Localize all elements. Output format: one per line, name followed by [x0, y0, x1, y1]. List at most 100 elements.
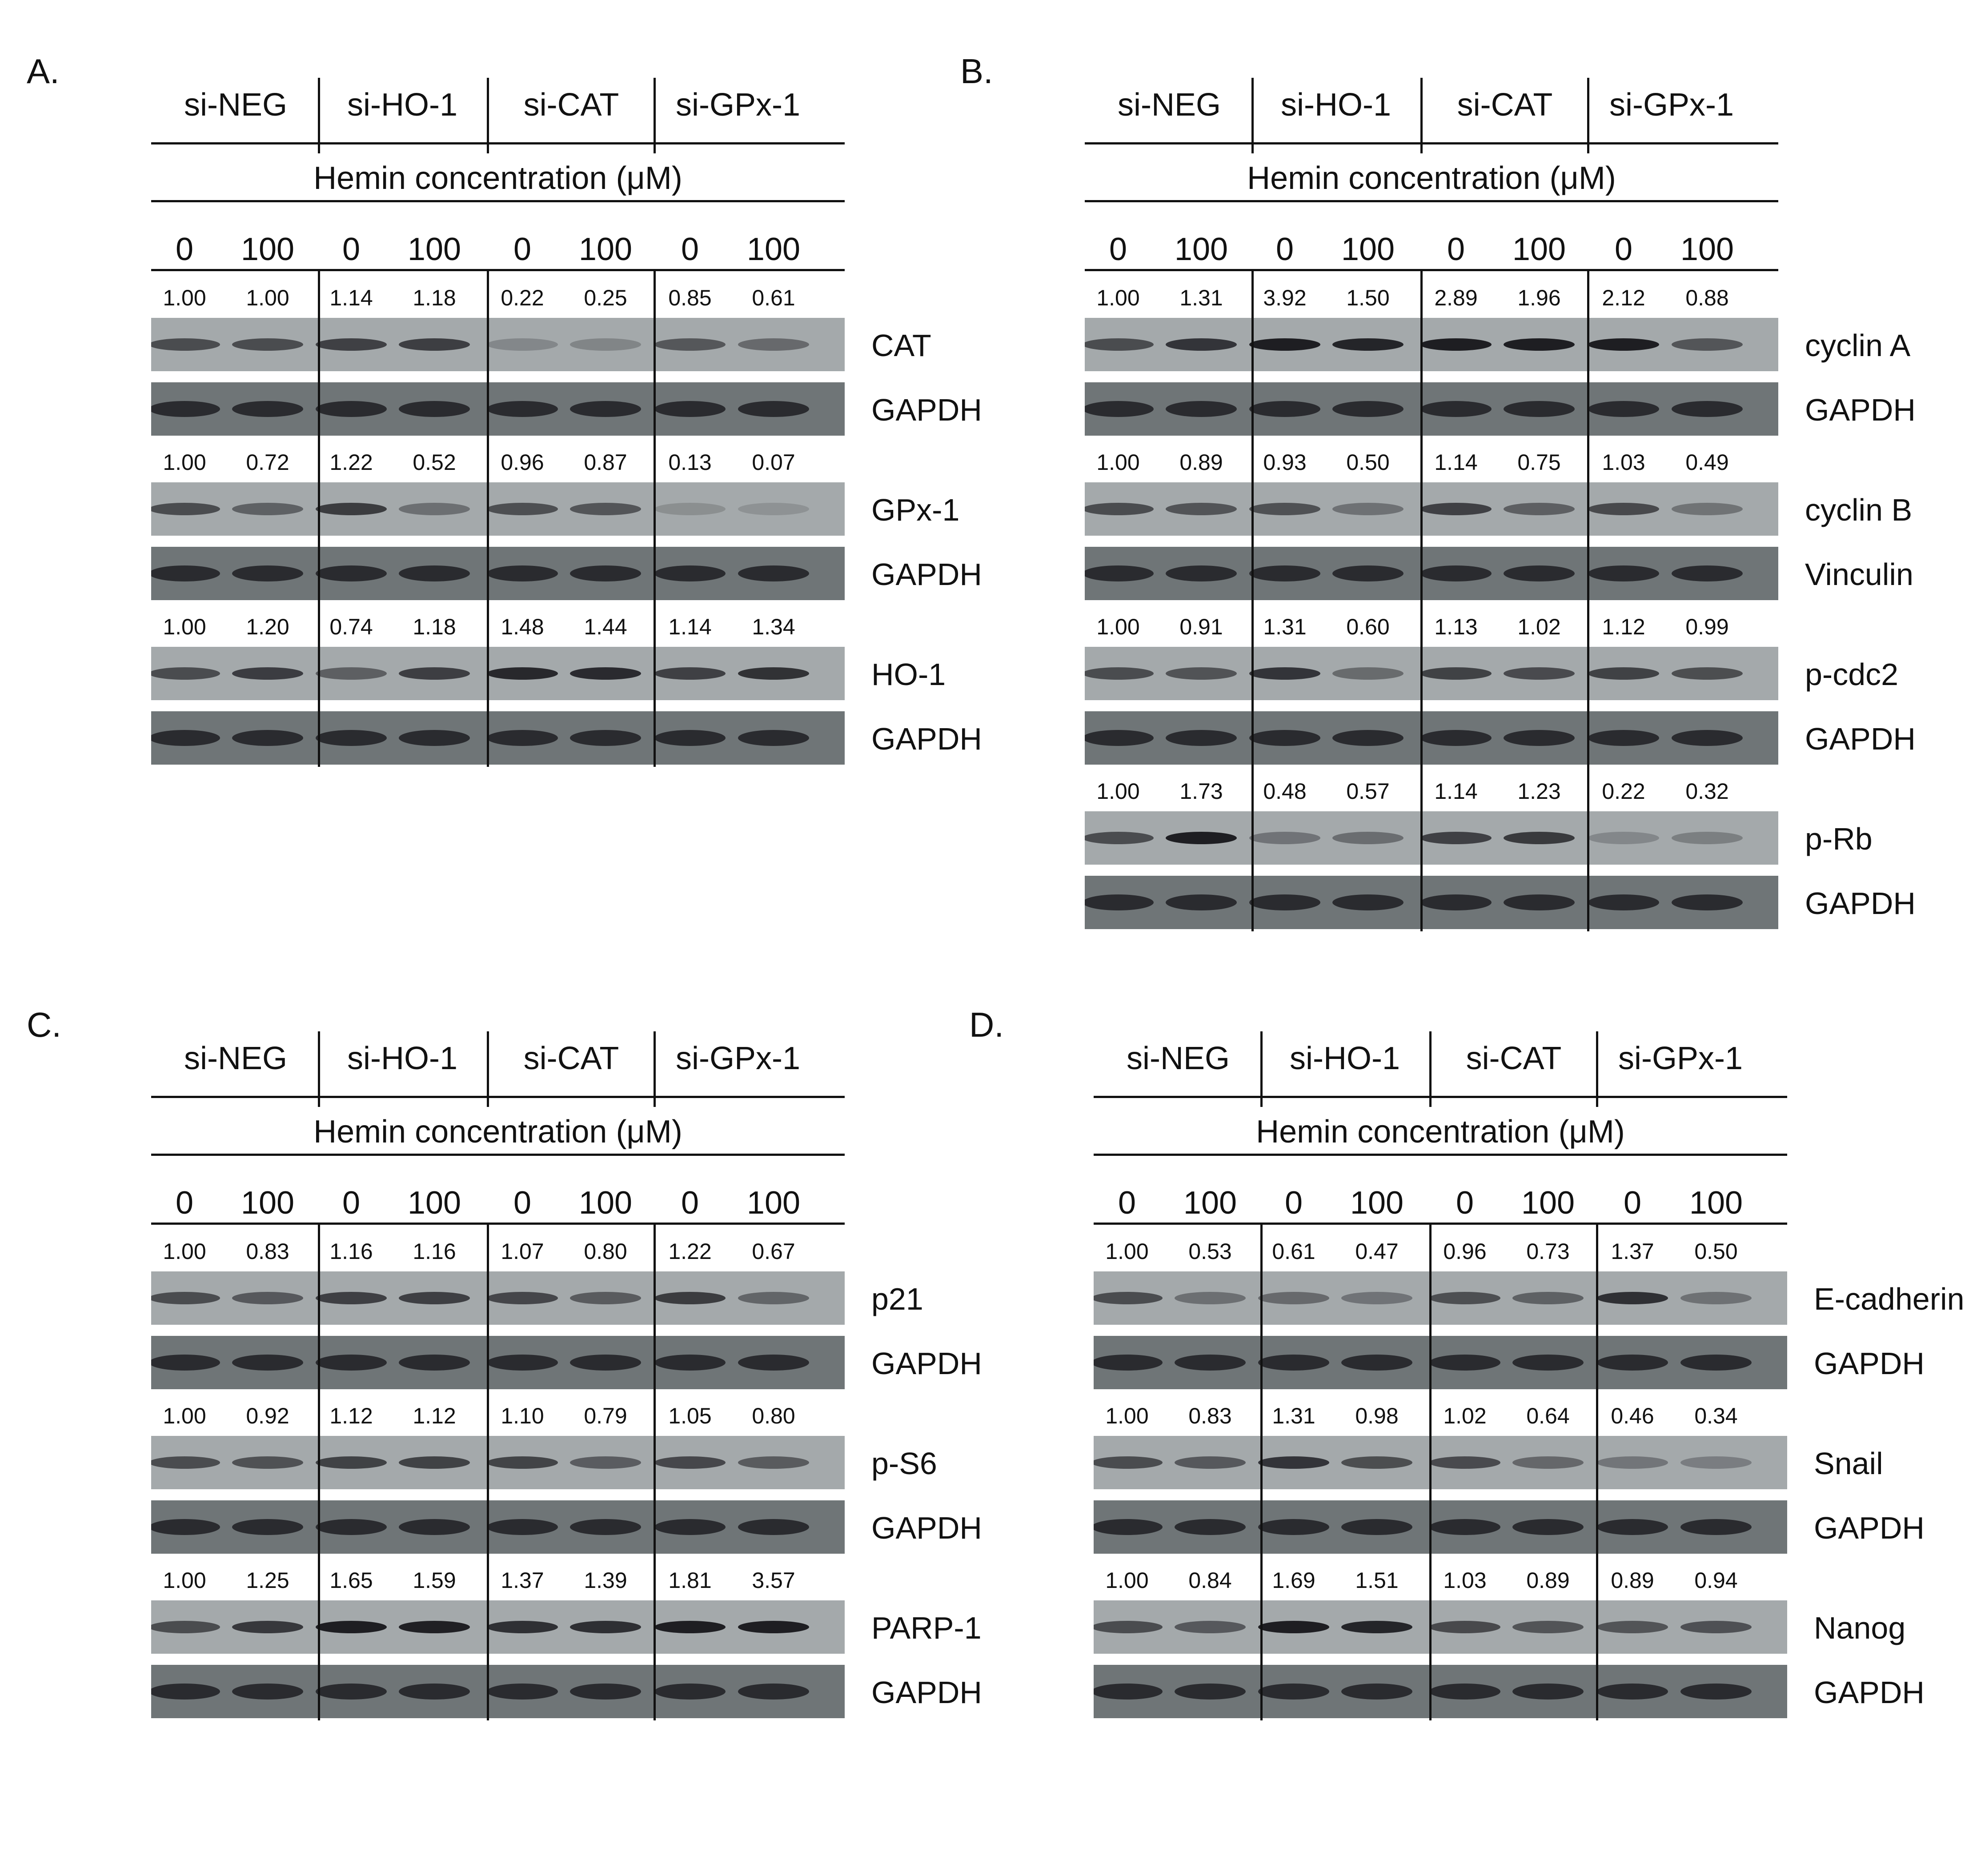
protein-band	[1429, 1519, 1500, 1535]
blot-image	[151, 647, 845, 700]
densitometry-value: 0.80	[752, 1403, 795, 1428]
protein-band	[1332, 565, 1404, 581]
blot-strip	[1085, 711, 1778, 765]
protein-band	[232, 1355, 303, 1371]
protein-band	[570, 1292, 641, 1304]
lane-group-divider	[318, 1223, 320, 1720]
protein-band	[316, 565, 387, 581]
densitometry-value: 0.34	[1694, 1403, 1738, 1428]
protein-band	[1597, 1684, 1668, 1700]
header-rule-bottom	[1085, 269, 1778, 271]
densitometry-value: 0.80	[584, 1239, 627, 1264]
protein-band	[151, 1292, 220, 1304]
blot-strip	[151, 482, 845, 536]
densitometry-value: 0.53	[1188, 1239, 1232, 1264]
protein-band	[487, 1355, 558, 1371]
protein-band	[1588, 401, 1659, 417]
protein-band	[399, 565, 470, 581]
blot-image	[151, 711, 845, 765]
protein-band	[1332, 894, 1404, 910]
protein-band	[1420, 894, 1492, 910]
densitometry-value: 0.46	[1611, 1403, 1654, 1428]
protein-band	[1420, 730, 1492, 746]
blot-label: GAPDH	[1805, 393, 1916, 427]
protein-band	[1175, 1519, 1246, 1535]
protein-band	[1680, 1292, 1752, 1304]
densitometry-value: 0.94	[1694, 1568, 1738, 1593]
protein-band	[1672, 565, 1743, 581]
blot-image	[1085, 547, 1778, 600]
densitometry-value: 3.92	[1263, 285, 1307, 310]
densitometry-value: 1.13	[1434, 614, 1478, 639]
concentration-label: 0	[513, 232, 532, 267]
blot-image	[151, 1600, 845, 1654]
protein-band	[1504, 401, 1575, 417]
blot-strip	[1094, 1336, 1787, 1389]
densitometry-value: 1.00	[1105, 1403, 1149, 1428]
panel-a: A. si-NEG si-HO-1 si-CAT si-GPx-1 Hemin conce…	[27, 52, 1129, 922]
densitometry-value: 0.60	[1346, 614, 1390, 639]
protein-band	[232, 401, 303, 417]
lane-group-divider	[1596, 1223, 1598, 1720]
protein-band	[738, 565, 809, 581]
protein-band	[1597, 1621, 1668, 1633]
protein-band	[1258, 1355, 1329, 1371]
densitometry-value: 1.00	[1096, 614, 1140, 639]
protein-band	[570, 401, 641, 417]
blot-image	[151, 1436, 845, 1489]
protein-band	[1175, 1292, 1246, 1304]
group-header: si-HO-1	[347, 1041, 457, 1076]
densitometry-value: 1.00	[163, 1568, 206, 1593]
protein-band	[1680, 1621, 1752, 1633]
blot-label: p-S6	[871, 1446, 937, 1481]
densitometry-value: 1.00	[163, 1403, 206, 1428]
protein-band	[316, 1292, 387, 1304]
protein-band	[1672, 832, 1743, 844]
blot-image	[1085, 482, 1778, 536]
densitometry-value: 0.64	[1526, 1403, 1570, 1428]
blot-image	[1085, 711, 1778, 765]
group-header: si-HO-1	[1290, 1041, 1400, 1076]
blot-strip	[1085, 547, 1778, 600]
protein-band	[1597, 1519, 1668, 1535]
concentration-label: 100	[1350, 1185, 1404, 1221]
blot-image	[1094, 1500, 1787, 1554]
protein-band	[1085, 401, 1154, 417]
protein-band	[1085, 338, 1154, 351]
lane-group-divider	[487, 1223, 489, 1720]
densitometry-value: 1.00	[163, 285, 206, 310]
protein-band	[232, 565, 303, 581]
panel-d: D. si-NEG si-HO-1 si-CAT si-GPx-1 Hemin conce…	[969, 1005, 1973, 1876]
protein-band	[738, 1355, 809, 1371]
blot-label: CAT	[871, 328, 931, 363]
blot-strip	[1094, 1500, 1787, 1554]
densitometry-value: 0.84	[1188, 1568, 1232, 1593]
protein-band	[1680, 1684, 1752, 1700]
protein-band	[1258, 1292, 1329, 1304]
blot-strip	[151, 647, 845, 700]
protein-band	[1420, 565, 1492, 581]
group-header: si-HO-1	[1281, 87, 1391, 123]
protein-band	[487, 667, 558, 680]
densitometry-value: 0.49	[1685, 450, 1729, 475]
blot-image	[1085, 382, 1778, 436]
protein-band	[1588, 503, 1659, 515]
hemin-concentration-label: Hemin concentration (μM)	[313, 1114, 682, 1150]
lane-group-divider	[1260, 1223, 1263, 1720]
group-header-divider	[318, 78, 320, 153]
group-header-divider	[318, 1031, 320, 1107]
concentration-label: 0	[1118, 1185, 1136, 1221]
protein-band	[399, 1292, 470, 1304]
blot-image	[1085, 876, 1778, 929]
protein-band	[738, 1519, 809, 1535]
protein-band	[1085, 894, 1154, 910]
protein-band	[151, 730, 220, 746]
densitometry-value: 1.00	[163, 1239, 206, 1264]
densitometry-value: 0.13	[668, 450, 712, 475]
protein-band	[1341, 1621, 1412, 1633]
protein-band	[399, 1684, 470, 1700]
concentration-label: 0	[681, 232, 699, 267]
protein-band	[738, 503, 809, 515]
group-header-divider	[487, 78, 489, 153]
blot-label: Nanog	[1814, 1611, 1906, 1645]
